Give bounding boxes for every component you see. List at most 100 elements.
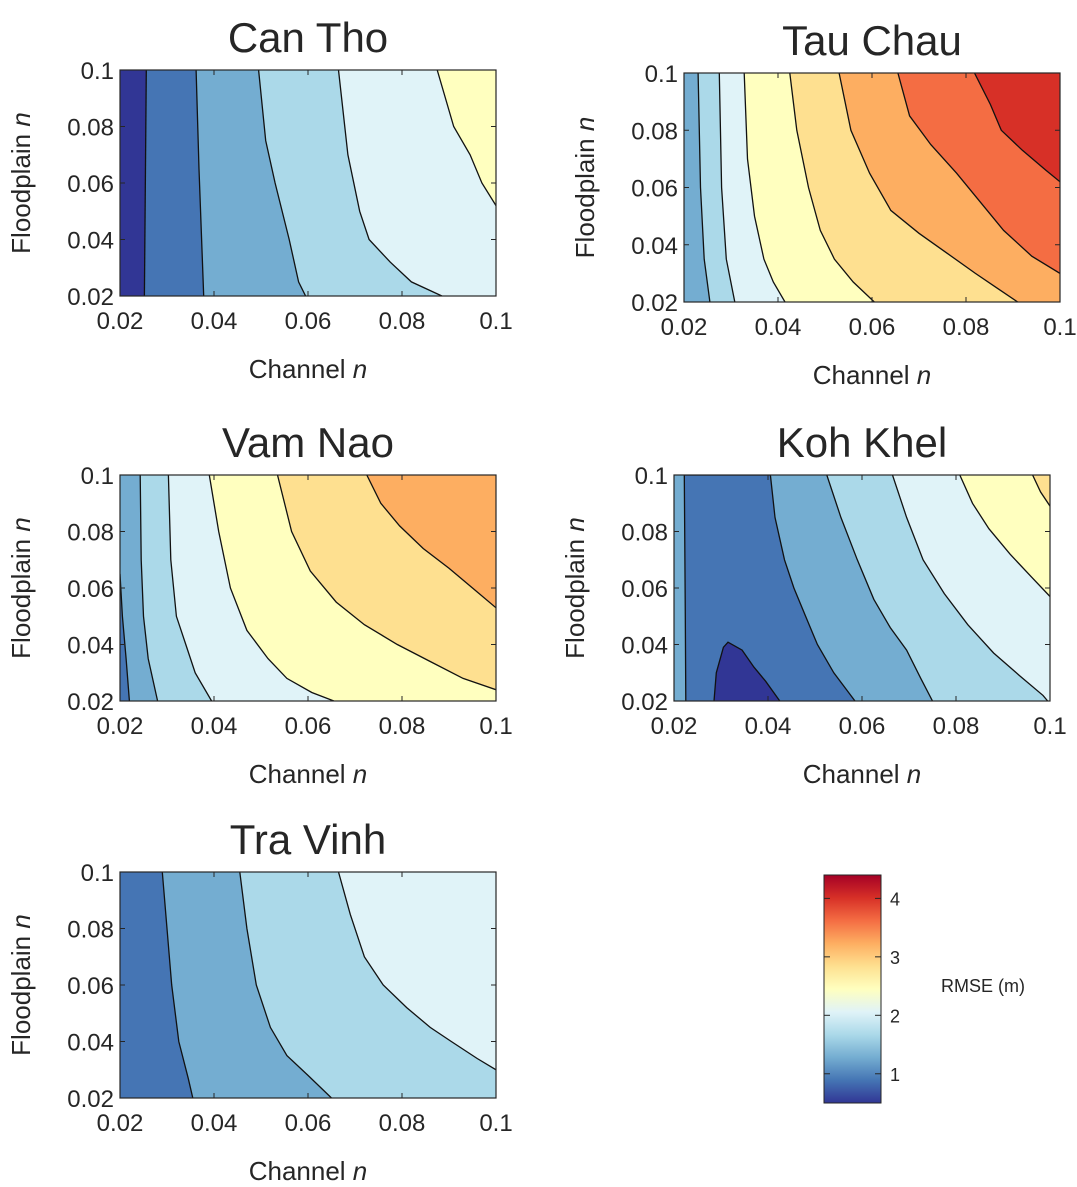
y-tick-label: 0.08 [67, 115, 114, 142]
y-tick-label: 0.06 [631, 176, 678, 203]
y-tick-label: 0.02 [67, 284, 114, 311]
y-tick-label: 0.1 [81, 860, 114, 887]
x-tick-label: 0.04 [745, 713, 792, 740]
panels: 0.020.020.040.040.060.060.080.080.10.1Ca… [6, 14, 1077, 1186]
x-tick-label: 0.08 [933, 713, 980, 740]
contour-line [366, 475, 496, 609]
y-tick-label: 0.1 [645, 61, 678, 88]
x-tick-label: 0.04 [191, 713, 238, 740]
x-tick-label: 0.08 [379, 713, 426, 740]
y-tick-label: 0.04 [631, 233, 678, 260]
contour-band [338, 872, 496, 1098]
contour-band [959, 475, 1050, 701]
y-axis-label: Floodplain n [560, 517, 590, 659]
x-tick-label: 0.08 [379, 308, 426, 335]
contour-line [826, 475, 934, 701]
x-tick-label: 0.02 [97, 713, 144, 740]
y-tick-label: 0.08 [631, 118, 678, 145]
contour-line [743, 73, 786, 302]
contour-line [683, 475, 856, 701]
x-axis-label: Channel n [249, 759, 368, 789]
x-tick-label: 0.06 [285, 713, 332, 740]
x-tick-label: 0.06 [849, 314, 896, 341]
contour-line [139, 475, 159, 701]
contour-line [891, 475, 1049, 701]
contour-line [257, 70, 307, 296]
contour-band [1032, 475, 1050, 701]
colorbar-label: RMSE (m) [941, 976, 1025, 996]
y-tick-label: 0.02 [631, 290, 678, 317]
x-tick-label: 0.04 [191, 1110, 238, 1137]
contour-line [789, 73, 875, 302]
contour-line [436, 70, 496, 206]
colorbar-tick-label: 2 [890, 1006, 900, 1026]
panel-title: Can Tho [228, 14, 388, 61]
contour-area [120, 70, 496, 296]
contour-line [718, 73, 736, 302]
x-tick-label: 0.02 [661, 314, 708, 341]
y-tick-label: 0.1 [81, 463, 114, 490]
contour-area [684, 73, 1060, 302]
contour-line [337, 872, 496, 1071]
panel-2: 0.020.02 0.04 0.04 0.06 0.06 0.08 0.08 0.1 0.1 Va… [6, 419, 513, 789]
y-tick-label: 0.04 [67, 228, 114, 255]
contour-band [714, 642, 780, 701]
x-tick-label: 0.06 [285, 1110, 332, 1137]
x-axis-label: Channel n [249, 1156, 368, 1186]
x-tick-label: 0.1 [479, 308, 512, 335]
contour-line [959, 475, 1050, 597]
contour-area [120, 872, 496, 1098]
contour-line [239, 872, 332, 1098]
x-tick-label: 0.08 [379, 1110, 426, 1137]
y-axis-label: Floodplain n [6, 914, 36, 1056]
panel-title: Vam Nao [222, 419, 394, 466]
y-axis-label: Floodplain n [6, 112, 36, 254]
x-tick-label: 0.02 [651, 713, 698, 740]
contour-line [195, 70, 205, 296]
x-tick-label: 0.04 [191, 308, 238, 335]
contour-band [437, 70, 496, 296]
panel-3: 0.020.02 0.04 0.04 0.06 0.06 0.08 0.08 0.1 0.1 Ko… [560, 419, 1067, 789]
contour-line [143, 70, 147, 296]
contour-line [208, 475, 335, 701]
x-axis-label: Channel n [813, 360, 932, 390]
contour-line [897, 73, 1060, 274]
contour-line [1032, 475, 1050, 507]
panel-1: 0.020.02 0.04 0.04 0.06 0.06 0.08 0.08 0.1 0.1 Ta… [570, 17, 1077, 390]
y-tick-label: 0.04 [67, 633, 114, 660]
x-tick-label: 0.1 [479, 1110, 512, 1137]
contour-line [167, 475, 213, 701]
y-tick-label: 0.08 [67, 520, 114, 547]
x-axis-label: Channel n [803, 759, 922, 789]
colorbar-tick-label: 3 [890, 948, 900, 968]
y-tick-label: 0.06 [621, 576, 668, 603]
y-tick-label: 0.1 [635, 463, 668, 490]
x-tick-label: 0.02 [97, 308, 144, 335]
panel-4: 0.020.02 0.04 0.04 0.06 0.06 0.08 0.08 0.1 0.1 Tr… [6, 816, 513, 1186]
contour-line [276, 475, 496, 691]
colorbar-tick-label: 4 [890, 889, 900, 909]
x-tick-label: 0.1 [479, 713, 512, 740]
x-axis-label: Channel n [249, 354, 368, 384]
colorbar: 1 2 3 4 RMSE (m) [823, 874, 1025, 1104]
contour-line [120, 573, 131, 701]
x-tick-label: 0.04 [755, 314, 802, 341]
panel-title: Tra Vinh [230, 816, 386, 863]
panel-0: 0.020.02 0.04 0.04 0.06 0.06 0.08 0.08 0.1 0.1 Ca… [6, 14, 513, 384]
contour-area [674, 475, 1050, 701]
y-tick-label: 0.06 [67, 576, 114, 603]
contour-line [161, 872, 194, 1098]
y-axis-label: Floodplain n [6, 517, 36, 659]
y-tick-label: 0.04 [621, 633, 668, 660]
colorbar-ticks: 1 2 3 4 [824, 889, 900, 1085]
y-tick-label: 0.02 [67, 1086, 114, 1113]
colorbar-ramp [823, 874, 882, 1104]
y-tick-label: 0.04 [67, 1030, 114, 1057]
y-axis-label: Floodplain n [570, 117, 600, 259]
colorbar-tick-label: 1 [890, 1065, 900, 1085]
contour-line [697, 73, 711, 302]
x-tick-label: 0.02 [97, 1110, 144, 1137]
y-tick-label: 0.02 [621, 689, 668, 716]
y-tick-label: 0.02 [67, 689, 114, 716]
